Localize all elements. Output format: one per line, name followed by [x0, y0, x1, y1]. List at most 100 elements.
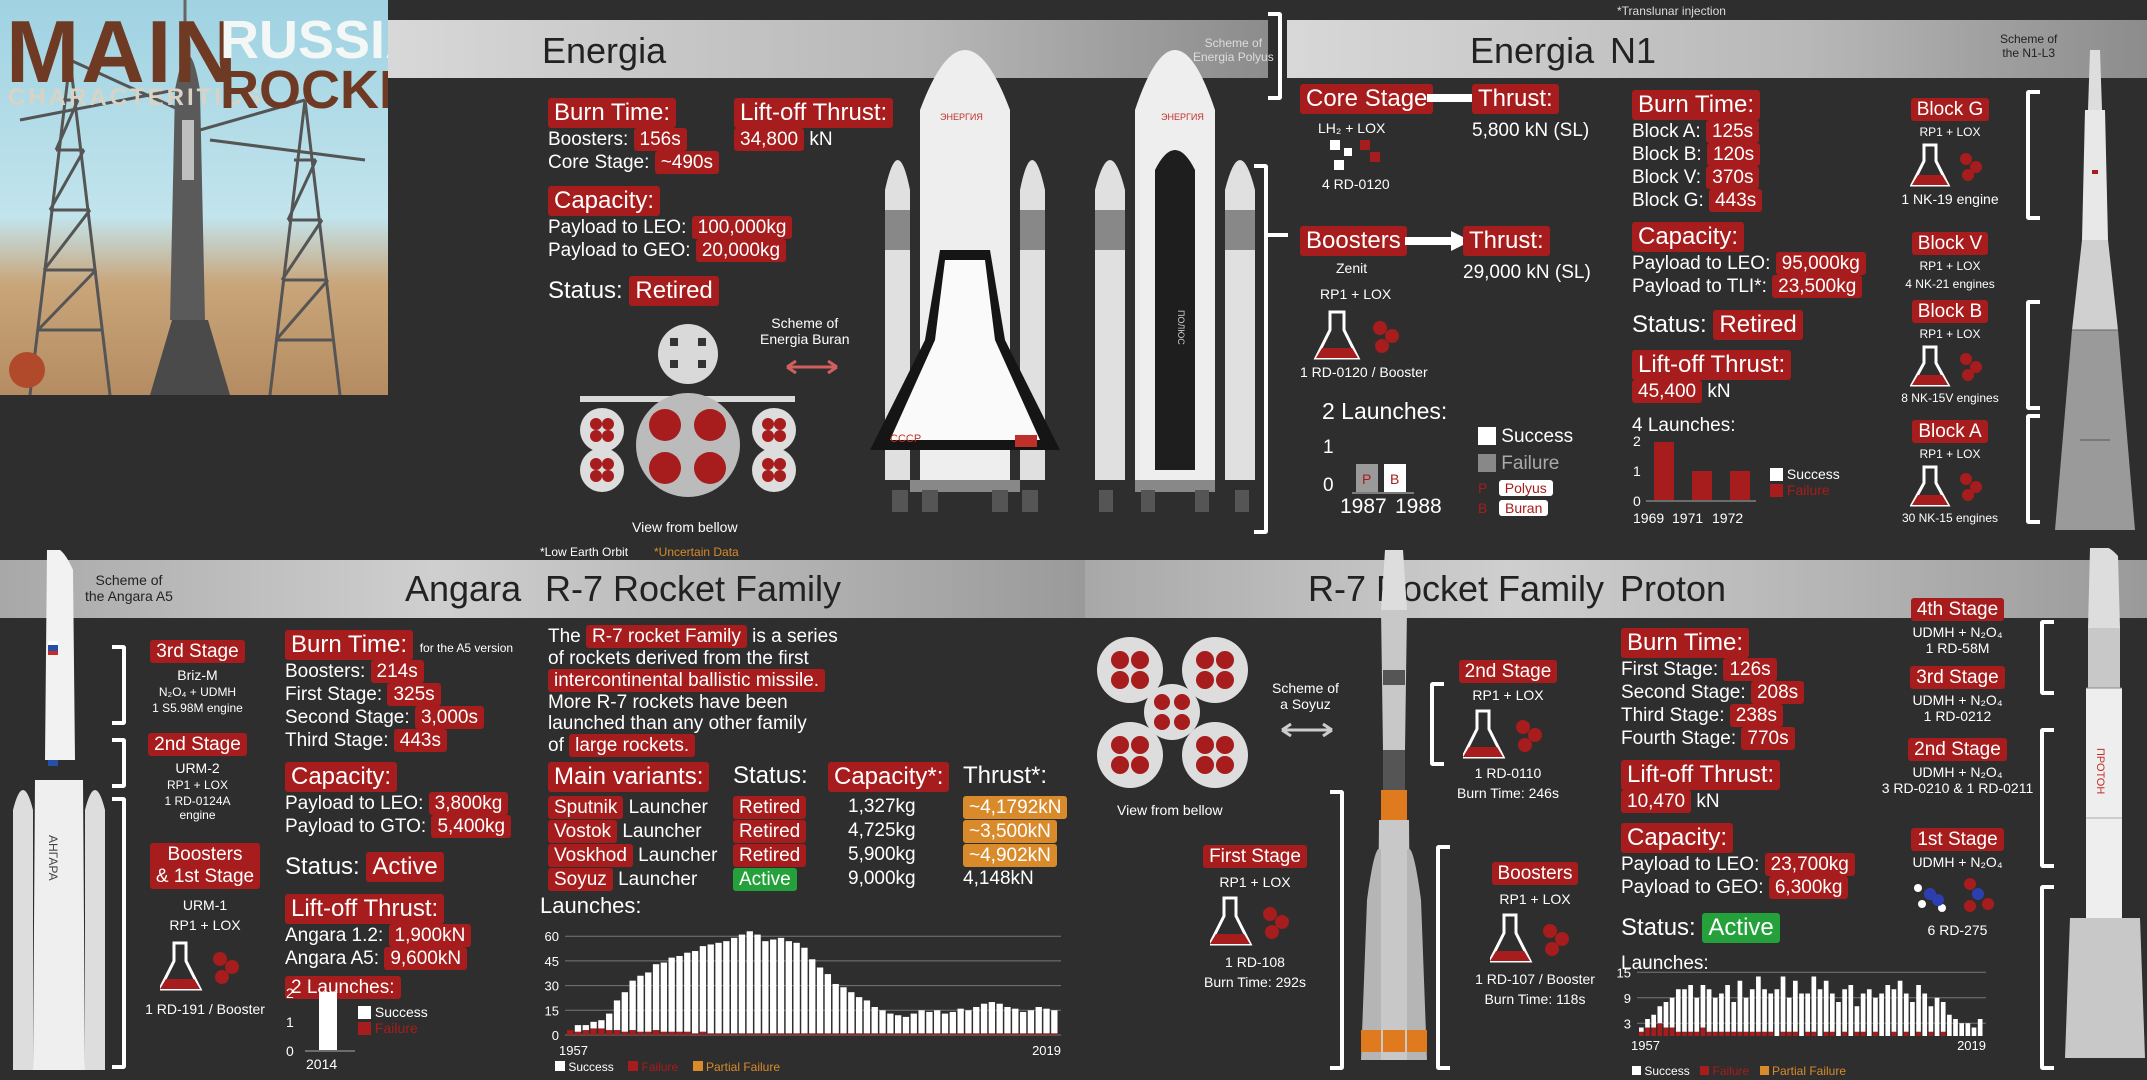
- energia-scheme-polyus: Scheme of Energia Polyus: [1193, 36, 1274, 64]
- r7-bar-failure: [715, 1033, 722, 1035]
- proton-bar-success: [1873, 997, 1878, 1032]
- n1-block-b-fuel: RP1 + LOX: [1919, 327, 1981, 341]
- r7-bar-failure: [738, 1033, 746, 1035]
- r7-bar-success: [1012, 1008, 1019, 1034]
- r7-bar-success: [707, 944, 714, 1034]
- proton-stage-2-engines: 3 RD-0210 & 1 RD-0211: [1881, 780, 2034, 796]
- soyuz-boosters-name: Boosters: [1491, 862, 1579, 885]
- r7-variant-row: Vostok Launcher Retired 4,725kg ~3,500kN: [548, 820, 1068, 843]
- r7-bar-success: [949, 1011, 956, 1034]
- poster-russian: RUSSIAN: [220, 10, 388, 70]
- r7-legend: Success Failure Partial Failure: [555, 1058, 780, 1076]
- n1-block-a-fuel: RP1 + LOX: [1919, 447, 1981, 461]
- r7-desc-tag-2: intercontinental ballistic missile.: [548, 669, 826, 692]
- soyuz-boosters: Boosters RP1 + LOX 1 RD-107 / Booster Bu…: [1470, 862, 1600, 1007]
- energia-polyus-vehicle-name: ЭНЕРГИЯ: [1161, 112, 1204, 122]
- r7-bar-success: [699, 946, 707, 1032]
- proton-bar-success: [1971, 1027, 1977, 1036]
- proton-bar-success: [1842, 989, 1847, 1032]
- proton-stage-4-engines: 1 RD-58M: [1925, 640, 1990, 656]
- r7-bar-failure: [652, 1030, 660, 1035]
- r7-bar-failure: [855, 1033, 863, 1035]
- soyuz-stage-1-engines: 1 RD-108: [1225, 954, 1285, 970]
- proton-bar-success: [1712, 997, 1718, 1032]
- proton-status-label: Status:: [1621, 914, 1696, 941]
- r7-variant-capacity: 4,725kg: [848, 820, 916, 841]
- boosters-thrust-label: Thrust:: [1463, 226, 1550, 256]
- energia-boosters-label: Boosters:: [548, 129, 629, 150]
- angara-stage-3-fuel: N₂O₄ + UDMH: [158, 685, 237, 699]
- angara-bracket-2: [112, 738, 126, 788]
- r7-bar-success: [684, 952, 691, 1032]
- energia-bottom-view: [580, 324, 796, 497]
- angara-stage-2-name: 2nd Stage: [148, 733, 247, 756]
- proton-bar-success: [1823, 980, 1829, 1032]
- r7-bar-failure: [606, 1030, 613, 1035]
- proton-bar-success: [1731, 1002, 1737, 1032]
- proton-bar-failure: [1786, 1031, 1792, 1036]
- n1-block-a-flask-icon: [1910, 465, 1982, 507]
- energia-core-value: ~490s: [654, 151, 719, 174]
- r7-bar-success: [590, 1021, 597, 1029]
- n1-scheme-label: Scheme of the N1-L3: [2000, 32, 2058, 60]
- soyuz-stage-1-flask-icon: [1210, 896, 1289, 946]
- r7-bar-success: [832, 983, 839, 1034]
- r7-variant-status: Active: [733, 868, 797, 891]
- r7-variant-row: Soyuz Launcher Active 9,000kg 4,148kN: [548, 868, 1068, 891]
- n1-thrust-unit: kN: [1707, 381, 1731, 402]
- r7-variant-status-cell: Retired: [733, 820, 828, 843]
- r7-variant-capacity-cell: 9,000kg: [828, 868, 963, 891]
- n1-block-v-fuel: RP1 + LOX: [1919, 259, 1981, 273]
- proton-bar-success: [1768, 993, 1774, 1032]
- angara-stage-2-engine: URM-2: [175, 760, 220, 776]
- n1-block-g-fuel: RP1 + LOX: [1919, 125, 1981, 139]
- energia-burn-label: Burn Time:: [548, 98, 677, 128]
- angara-boosters-label: Boosters:: [285, 661, 366, 682]
- n1-year-1972: 1972: [1712, 510, 1744, 526]
- n1-block-a: Block A RP1 + LOX 30 NK-15 engines: [1890, 420, 2010, 525]
- r7-bar-failure: [598, 1028, 605, 1035]
- r7-bar-success: [715, 942, 722, 1034]
- energia-bar-failure: [1356, 464, 1378, 492]
- proton-bar-success: [1860, 993, 1866, 1032]
- r7-variants-table: Main variants: Status: Capacity*: Thrust…: [548, 762, 1068, 891]
- boosters-fuel: RP1 + LOX: [1320, 286, 1392, 302]
- r7-variant-thrust: ~4,1792kN: [963, 796, 1068, 819]
- r7-ytick: 60: [545, 929, 559, 944]
- r7-bar-success: [809, 959, 816, 1034]
- proton-stage-2-name: 2nd Stage: [1908, 738, 2007, 761]
- soyuz-stage-1-name: First Stage: [1203, 845, 1307, 868]
- poster-characteristics: CHARACTERITICS: [8, 84, 264, 111]
- poster-rockets: ROCKETS: [220, 60, 388, 120]
- soyuz-scheme-label: Scheme of a Soyuz: [1272, 680, 1339, 712]
- proton-bar-success: [1916, 985, 1921, 1032]
- r7-bar-failure: [957, 1033, 964, 1035]
- translunar-footnote: *Translunar injection: [1617, 4, 1726, 18]
- n1-block-a-name: Block A: [1912, 420, 1988, 443]
- energia-bracket-bottom: [1254, 164, 1268, 534]
- proton-geo-value: 6,300kg: [1768, 876, 1849, 899]
- proton-bar-success: [1805, 993, 1810, 1032]
- r7-bar-success: [613, 1000, 621, 1031]
- r7-variant-suffix: Launcher: [612, 869, 698, 890]
- r7-variant-status-cell: Retired: [733, 844, 828, 867]
- angara-third-label: Third Stage:: [285, 730, 389, 751]
- proton-bar-failure: [1737, 1031, 1743, 1036]
- proton-bar-success: [1706, 989, 1712, 1032]
- angara-status-value: Active: [366, 852, 444, 882]
- n1-thrust-label: Lift-off Thrust:: [1632, 350, 1792, 380]
- r7-desc-tag-3: large rockets.: [569, 734, 696, 757]
- n1-bracket-g: [2026, 90, 2040, 220]
- r7-bar-failure: [629, 1030, 636, 1035]
- r7-bar-failure: [801, 1033, 808, 1035]
- proton-bar-failure: [1903, 1031, 1909, 1036]
- proton-bar-success: [1817, 989, 1823, 1036]
- r7-bar-failure: [816, 1033, 824, 1035]
- proton-third-label: Third Stage:: [1621, 705, 1725, 726]
- r7-variant-status-cell: Retired: [733, 796, 828, 819]
- angara-bar-success: [319, 992, 337, 1050]
- r7-variant-thrust-cell: ~4,1792kN: [963, 796, 1068, 819]
- r7-bar-success: [793, 942, 800, 1034]
- r7-bar-success: [668, 957, 675, 1032]
- proton-bar-failure: [1694, 1031, 1700, 1036]
